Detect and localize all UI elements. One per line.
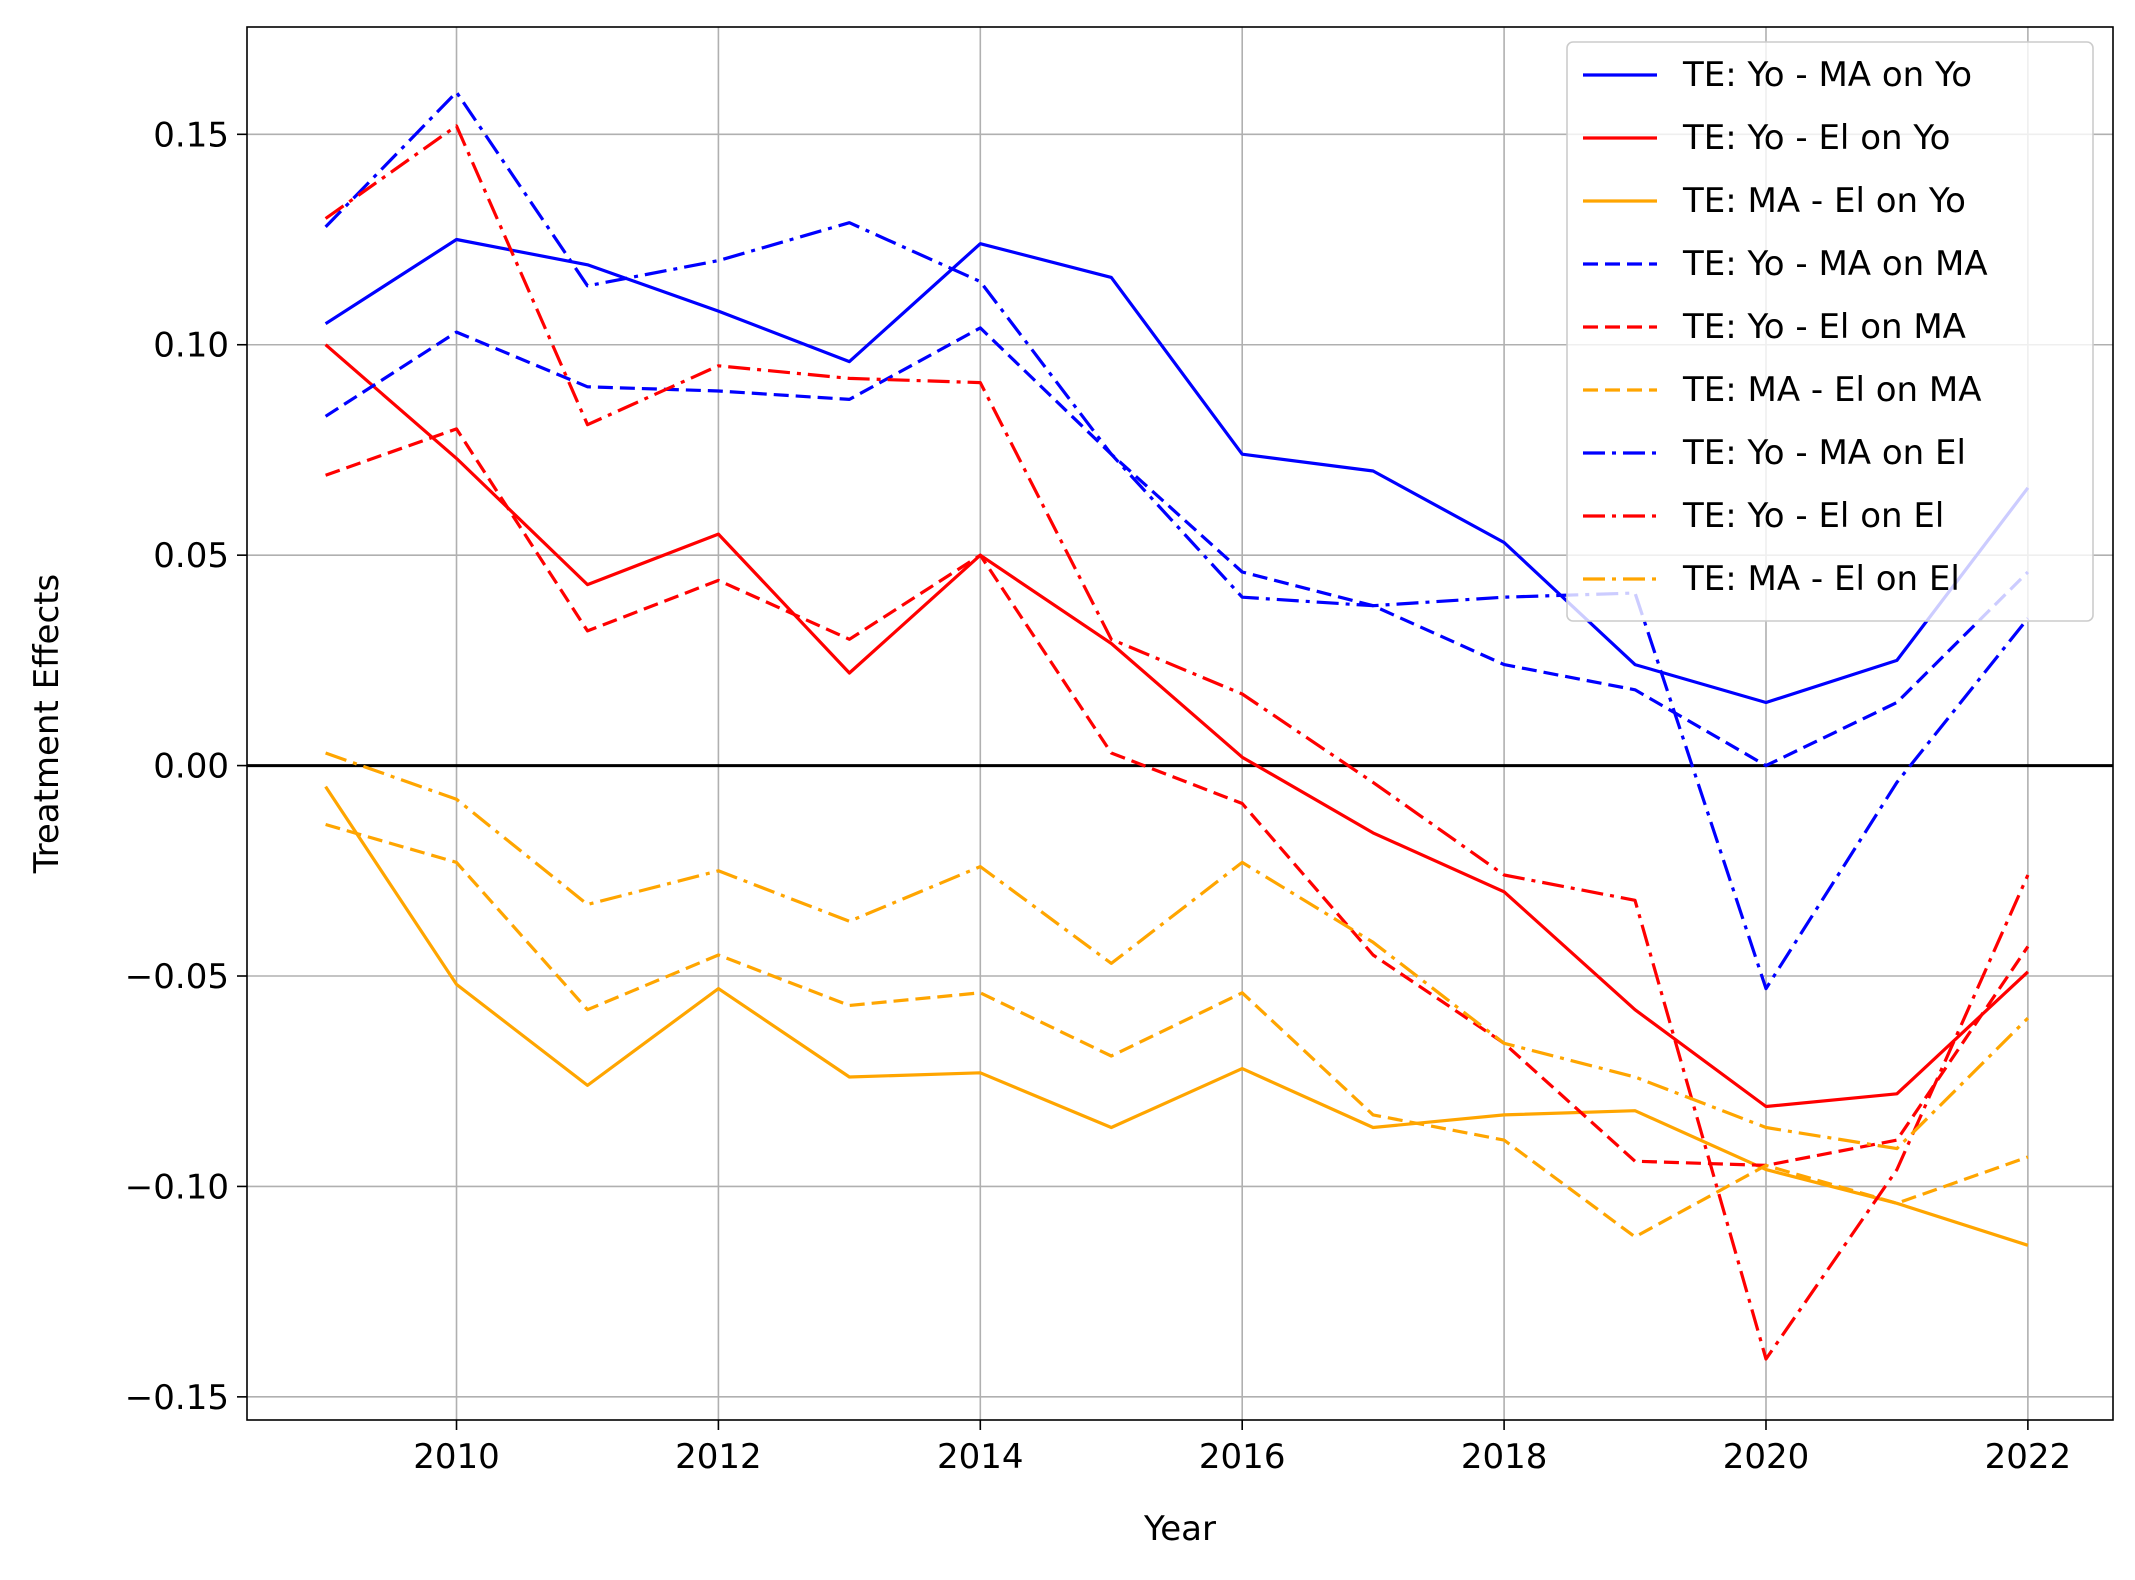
x-tick-label: 2020 <box>1723 1437 1810 1477</box>
legend-label: TE: MA - El on Yo <box>1682 181 1966 221</box>
y-tick-label: −0.15 <box>125 1378 229 1418</box>
y-tick-label: 0.05 <box>153 536 229 576</box>
x-tick-label: 2016 <box>1199 1437 1286 1477</box>
series-line <box>325 427 2030 1168</box>
series-line <box>324 237 2030 705</box>
plot-frame <box>246 26 2114 1421</box>
x-tick-label: 2022 <box>1985 1437 2072 1477</box>
legend-label: TE: Yo - MA on MA <box>1682 244 1988 284</box>
legend-label: TE: Yo - El on Yo <box>1682 118 1950 158</box>
legend-label: TE: Yo - El on MA <box>1682 307 1966 347</box>
series-line <box>324 326 2030 768</box>
legend-label: TE: MA - El on El <box>1682 559 1960 599</box>
series-line <box>324 90 2030 991</box>
x-tick-label: 2012 <box>675 1437 762 1477</box>
legend-box <box>1566 41 2094 622</box>
y-tick-label: −0.10 <box>125 1167 229 1207</box>
x-tick-label: 2018 <box>1461 1437 1548 1477</box>
legend: TE: Yo - MA on Yo TE: Yo - El on Yo TE: MA… <box>1566 41 2094 622</box>
series-line <box>324 124 2030 1361</box>
y-tick-label: −0.05 <box>125 957 229 997</box>
series-layer <box>324 90 2030 1361</box>
y-tick-label: 0.15 <box>153 115 229 155</box>
legend-label: TE: Yo - El on El <box>1682 496 1944 536</box>
x-tick-label: 2010 <box>413 1437 500 1477</box>
series-line <box>325 751 2030 1151</box>
legend-label: TE: MA - El on MA <box>1682 370 1981 410</box>
y-tick-label: 0.10 <box>153 326 229 366</box>
tick-layer: 2010 2012 2014 2016 2018 2020 2022 0.15 0.10 0.05… <box>125 115 2071 1477</box>
x-axis-label: Year <box>1143 1509 1216 1549</box>
series-line <box>324 343 2029 1109</box>
y-axis-label: Treatment Effects <box>27 574 67 874</box>
series-line <box>324 785 2029 1247</box>
x-tick-label: 2014 <box>937 1437 1024 1477</box>
legend-label: TE: Yo - MA on Yo <box>1682 55 1972 95</box>
y-tick-label: 0.00 <box>153 747 229 787</box>
series-line <box>325 822 2029 1239</box>
legend-label: TE: Yo - MA on El <box>1682 433 1966 473</box>
